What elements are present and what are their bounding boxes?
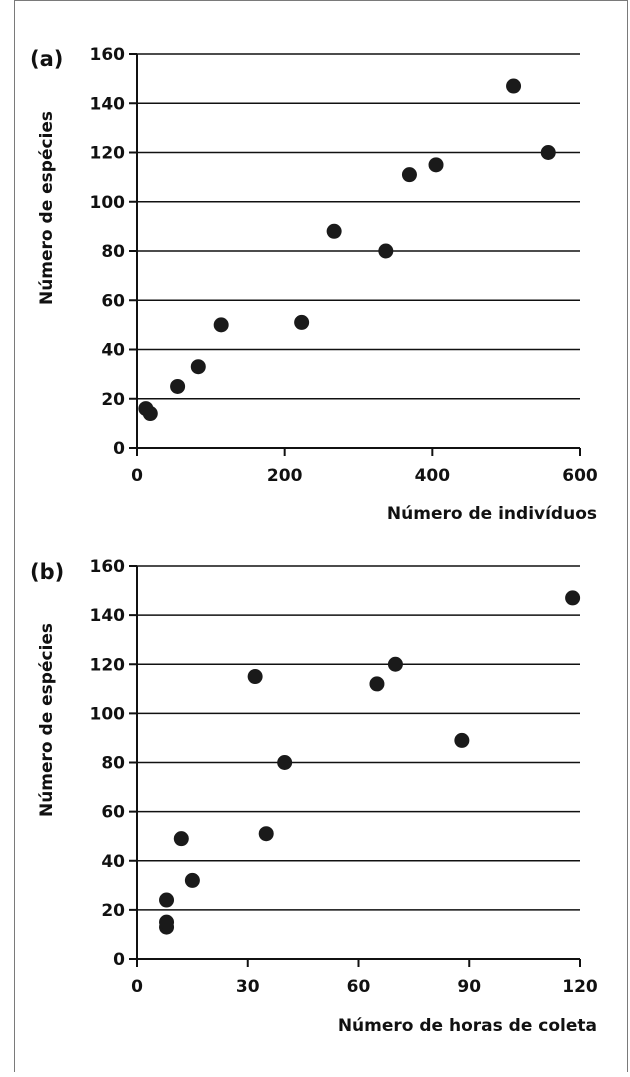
x-tick-label: 0 (131, 977, 143, 997)
panel-label: (b) (30, 560, 64, 584)
y-tick-label: 20 (101, 390, 125, 410)
data-point (277, 755, 293, 770)
data-point (326, 223, 342, 239)
data-point (454, 732, 470, 748)
data-point (294, 314, 310, 330)
data-point (506, 78, 522, 94)
data-point (369, 676, 385, 692)
y-tick-label: 60 (101, 803, 125, 823)
data-point (142, 406, 158, 422)
y-tick-label: 20 (101, 901, 125, 921)
chart-panel-a: 0 20 40 60 80 100 120 140 160 0 200 400 600 Número de… (30, 45, 598, 524)
x-axis-title: Número de horas de coleta (338, 1016, 597, 1036)
data-point (213, 317, 229, 333)
data-point (387, 656, 403, 672)
x-axis-title: Número de indivíduos (387, 504, 597, 524)
data-point (540, 145, 556, 160)
y-tick-label: 100 (90, 704, 126, 724)
y-tick-label: 140 (90, 606, 126, 626)
y-tick-label: 120 (90, 655, 126, 675)
y-tick-label: 40 (101, 852, 125, 872)
y-tick-label: 120 (90, 144, 126, 164)
y-tick-label: 160 (90, 557, 126, 577)
data-point (401, 167, 417, 183)
y-tick-label: 160 (90, 45, 126, 65)
x-tick-label: 60 (347, 977, 371, 997)
y-tick-label: 140 (90, 94, 126, 114)
chart-panel-b: 0 20 40 60 80 100 120 140 160 0 30 60 90 120 Número de… (30, 557, 598, 1036)
data-point (173, 831, 189, 847)
y-tick-label: 40 (101, 341, 125, 361)
data-point (170, 378, 186, 394)
y-tick-label: 80 (101, 754, 125, 774)
x-tick-label: 30 (236, 977, 260, 997)
figure-frame (14, 0, 628, 1072)
panel-label: (a) (30, 47, 63, 71)
data-point (190, 359, 206, 375)
y-axis-title: Número de espécies (37, 623, 57, 817)
x-tick-label: 0 (131, 466, 143, 486)
data-point (378, 243, 394, 259)
x-tick-label: 400 (415, 466, 451, 486)
x-tick-label: 200 (267, 466, 303, 486)
data-point (184, 872, 200, 888)
data-point (159, 914, 175, 930)
y-tick-label: 100 (90, 193, 126, 213)
x-tick-label: 120 (562, 977, 598, 997)
data-point (159, 892, 175, 908)
data-point (565, 590, 581, 606)
y-tick-label: 80 (101, 242, 125, 262)
y-tick-label: 0 (113, 950, 125, 970)
data-point (258, 826, 274, 842)
data-point (428, 157, 444, 173)
x-tick-label: 600 (562, 466, 598, 486)
x-tick-label: 90 (457, 977, 481, 997)
y-tick-label: 0 (113, 439, 125, 459)
y-tick-label: 60 (101, 291, 125, 311)
y-axis-title: Número de espécies (37, 111, 57, 305)
data-point (247, 669, 263, 685)
